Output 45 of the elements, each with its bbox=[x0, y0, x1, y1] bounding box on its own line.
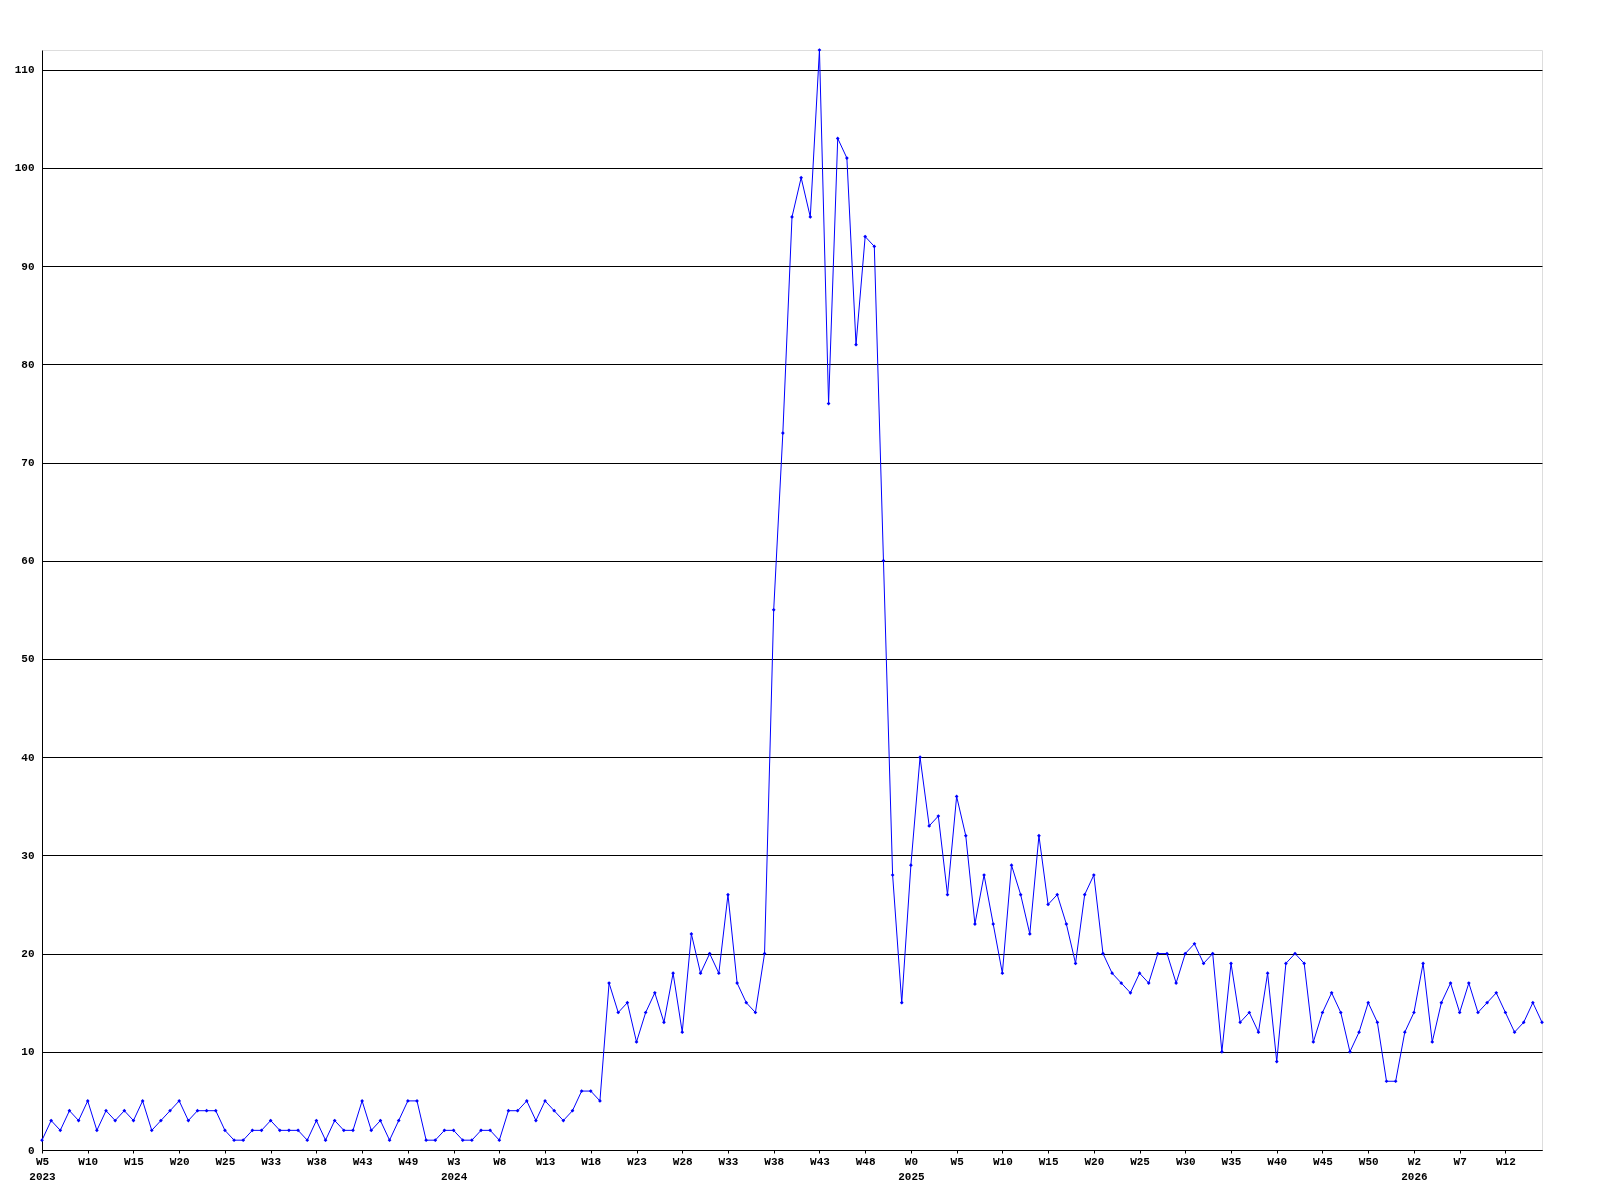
x-tick-label: W25 bbox=[1130, 1155, 1151, 1168]
y-tick-label: 60 bbox=[21, 555, 35, 568]
y-tick-label: 20 bbox=[21, 948, 35, 961]
x-tick-label: W20 bbox=[169, 1155, 190, 1168]
x-tick-label: W33 bbox=[261, 1155, 282, 1168]
x-tick-label: W30 bbox=[1175, 1155, 1196, 1168]
x-tick-label: W38 bbox=[306, 1155, 328, 1168]
y-tick-label: 90 bbox=[21, 260, 35, 273]
x-tick-label: W2 2026 bbox=[1401, 1155, 1428, 1183]
x-tick-label: W50 bbox=[1358, 1155, 1379, 1168]
y-tick-label: 110 bbox=[14, 64, 35, 77]
x-tick-label: W23 bbox=[627, 1155, 648, 1168]
x-tick-label: W33 bbox=[718, 1155, 739, 1168]
x-tick-label: W10 bbox=[78, 1155, 99, 1168]
x-tick-label: W20 bbox=[1084, 1155, 1105, 1168]
y-tick-label: 40 bbox=[21, 751, 35, 764]
x-tick-label: W5 bbox=[950, 1155, 965, 1168]
y-tick-label: 80 bbox=[21, 358, 35, 371]
x-tick-label: W15 bbox=[1038, 1155, 1059, 1168]
x-tick-label: W43 bbox=[352, 1155, 373, 1168]
y-tick-label: 0 bbox=[27, 1144, 35, 1157]
y-tick-label: 70 bbox=[21, 457, 35, 469]
x-tick-label: W13 bbox=[535, 1155, 556, 1168]
x-tick-label: W12 bbox=[1496, 1155, 1516, 1168]
y-tick-label: 100 bbox=[14, 162, 35, 175]
x-tick-label: W18 bbox=[581, 1155, 602, 1168]
x-tick-label: W25 bbox=[215, 1155, 236, 1168]
x-tick-label: W0 2025 bbox=[898, 1155, 925, 1183]
x-tick-label: W5 2023 bbox=[29, 1155, 57, 1183]
y-tick-label: 50 bbox=[21, 653, 35, 666]
x-tick-label: W10 bbox=[992, 1155, 1013, 1168]
x-tick-label: W43 bbox=[810, 1155, 831, 1168]
y-tick-label: 30 bbox=[21, 849, 35, 862]
x-tick-label: W35 bbox=[1221, 1155, 1242, 1168]
x-tick-label: W28 bbox=[672, 1155, 694, 1168]
x-tick-label: W45 bbox=[1313, 1155, 1334, 1168]
x-tick-label: W15 bbox=[124, 1155, 145, 1168]
y-tick-label: 10 bbox=[21, 1046, 35, 1059]
x-tick-label: W40 bbox=[1267, 1155, 1288, 1168]
x-tick-label: W49 bbox=[398, 1155, 419, 1168]
x-tick-label: W7 bbox=[1453, 1155, 1467, 1168]
x-tick-label: W8 bbox=[493, 1155, 507, 1168]
x-tick-label: W3 2024 bbox=[440, 1155, 468, 1183]
x-tick-label: W48 bbox=[855, 1155, 876, 1168]
x-tick-label: W38 bbox=[764, 1155, 785, 1168]
